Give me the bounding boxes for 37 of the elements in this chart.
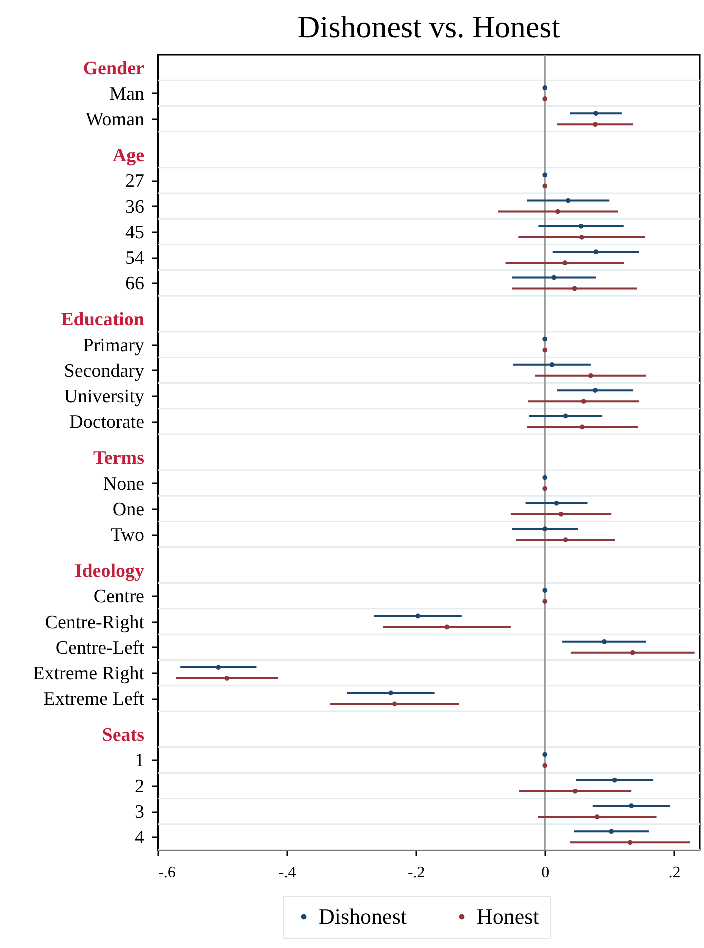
y-tick-label: Extreme Right bbox=[33, 664, 146, 685]
x-tick-label: .2 bbox=[668, 864, 681, 882]
y-tick-label: 27 bbox=[126, 171, 144, 192]
y-tick-label: 1 bbox=[135, 750, 144, 772]
y-tick-label: Centre bbox=[94, 586, 144, 608]
y-tick-label: 45 bbox=[126, 222, 144, 244]
y-tick-label: Education bbox=[61, 310, 145, 331]
x-tick-label: -.4 bbox=[278, 864, 296, 882]
y-tick-label: Two bbox=[110, 525, 144, 546]
y-tick-label: University bbox=[64, 386, 145, 408]
x-tick-label: 0 bbox=[542, 864, 550, 882]
chart-title: Dishonest vs. Honest bbox=[298, 9, 561, 44]
y-tick-label: Centre-Right bbox=[45, 612, 146, 634]
y-tick-label: Gender bbox=[83, 58, 146, 80]
y-tick-label: 2 bbox=[135, 776, 144, 798]
y-tick-label: Age bbox=[112, 146, 144, 167]
y-tick-label: Man bbox=[110, 84, 145, 105]
legend-label: Honest bbox=[477, 904, 540, 929]
y-tick-label: 66 bbox=[126, 274, 144, 295]
y-tick-label: Centre-Left bbox=[56, 638, 146, 659]
y-tick-label: One bbox=[112, 499, 144, 520]
y-tick-label: Secondary bbox=[64, 360, 145, 382]
y-tick-label: Terms bbox=[93, 448, 144, 470]
y-tick-label: 36 bbox=[126, 196, 144, 218]
y-tick-label: None bbox=[103, 474, 144, 495]
y-tick-label: Extreme Left bbox=[44, 689, 146, 710]
x-tick-label: -.6 bbox=[158, 864, 176, 882]
y-tick-label: 3 bbox=[135, 802, 144, 824]
legend-label: Dishonest bbox=[319, 904, 407, 929]
y-tick-label: Primary bbox=[83, 335, 145, 356]
y-tick-label: Doctorate bbox=[70, 412, 144, 434]
y-tick-label: Ideology bbox=[74, 560, 145, 582]
y-tick-label: Seats bbox=[102, 725, 144, 746]
y-tick-label: 54 bbox=[126, 248, 145, 270]
y-tick-label: Woman bbox=[86, 110, 145, 131]
x-tick-label: -.2 bbox=[408, 864, 426, 882]
y-tick-label: 4 bbox=[135, 828, 145, 849]
